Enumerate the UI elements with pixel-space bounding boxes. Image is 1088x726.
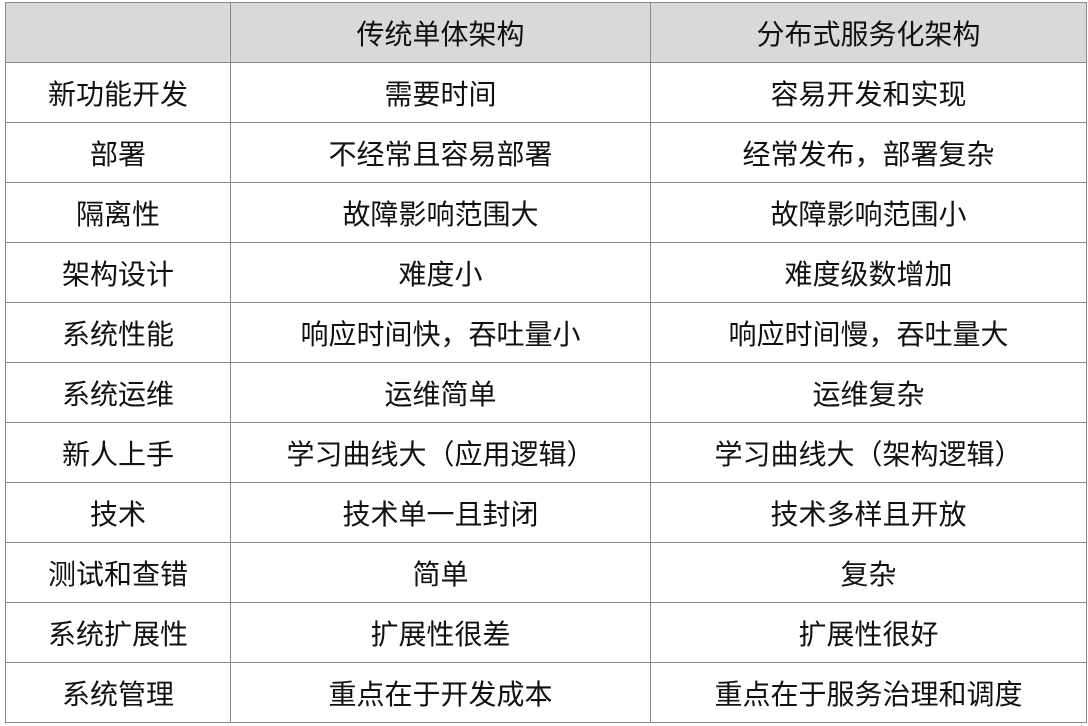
table-row: 新功能开发 需要时间 容易开发和实现: [5, 62, 1087, 123]
table-cell: 复杂: [650, 542, 1087, 603]
row-label: 技术: [5, 482, 231, 543]
table-row: 系统运维 运维简单 运维复杂: [5, 362, 1087, 423]
row-label: 系统运维: [5, 362, 231, 423]
row-label: 架构设计: [5, 242, 231, 303]
table-cell: 运维复杂: [650, 362, 1087, 423]
table-cell: 扩展性很好: [650, 602, 1087, 663]
table-cell: 经常发布，部署复杂: [650, 122, 1087, 183]
table-row: 部署 不经常且容易部署 经常发布，部署复杂: [5, 122, 1087, 183]
table-cell: 难度小: [230, 242, 651, 303]
table-row: 系统管理 重点在于开发成本 重点在于服务治理和调度: [5, 662, 1087, 723]
comparison-table: 传统单体架构 分布式服务化架构 新功能开发 需要时间 容易开发和实现 部署 不经常且容易…: [5, 2, 1087, 723]
row-label: 系统性能: [5, 302, 231, 363]
table-cell: 技术多样且开放: [650, 482, 1087, 543]
table-cell: 运维简单: [230, 362, 651, 423]
table-cell: 扩展性很差: [230, 602, 651, 663]
row-label: 系统扩展性: [5, 602, 231, 663]
table-cell: 不经常且容易部署: [230, 122, 651, 183]
table-cell: 容易开发和实现: [650, 62, 1087, 123]
header-cell: 分布式服务化架构: [650, 2, 1087, 63]
table-cell: 难度级数增加: [650, 242, 1087, 303]
table-cell: 简单: [230, 542, 651, 603]
table-row: 隔离性 故障影响范围大 故障影响范围小: [5, 182, 1087, 243]
table-row: 技术 技术单一且封闭 技术多样且开放: [5, 482, 1087, 543]
table-cell: 技术单一且封闭: [230, 482, 651, 543]
table-cell: 重点在于开发成本: [230, 662, 651, 723]
row-label: 部署: [5, 122, 231, 183]
row-label: 新人上手: [5, 422, 231, 483]
table-row: 系统性能 响应时间快，吞吐量小 响应时间慢，吞吐量大: [5, 302, 1087, 363]
row-label: 隔离性: [5, 182, 231, 243]
table-cell: 学习曲线大（架构逻辑）: [650, 422, 1087, 483]
table-cell: 响应时间慢，吞吐量大: [650, 302, 1087, 363]
table-row: 架构设计 难度小 难度级数增加: [5, 242, 1087, 303]
table-body: 新功能开发 需要时间 容易开发和实现 部署 不经常且容易部署 经常发布，部署复杂 隔离性 故障…: [5, 62, 1087, 723]
table-cell: 重点在于服务治理和调度: [650, 662, 1087, 723]
table-cell: 学习曲线大（应用逻辑）: [230, 422, 651, 483]
header-cell: [5, 2, 231, 63]
table-row: 新人上手 学习曲线大（应用逻辑） 学习曲线大（架构逻辑）: [5, 422, 1087, 483]
table-cell: 需要时间: [230, 62, 651, 123]
header-row: 传统单体架构 分布式服务化架构: [5, 2, 1087, 63]
row-label: 系统管理: [5, 662, 231, 723]
header-cell: 传统单体架构: [230, 2, 651, 63]
row-label: 新功能开发: [5, 62, 231, 123]
table-row: 系统扩展性 扩展性很差 扩展性很好: [5, 602, 1087, 663]
table-cell: 响应时间快，吞吐量小: [230, 302, 651, 363]
table-row: 测试和查错 简单 复杂: [5, 542, 1087, 603]
row-label: 测试和查错: [5, 542, 231, 603]
table-cell: 故障影响范围大: [230, 182, 651, 243]
table-cell: 故障影响范围小: [650, 182, 1087, 243]
